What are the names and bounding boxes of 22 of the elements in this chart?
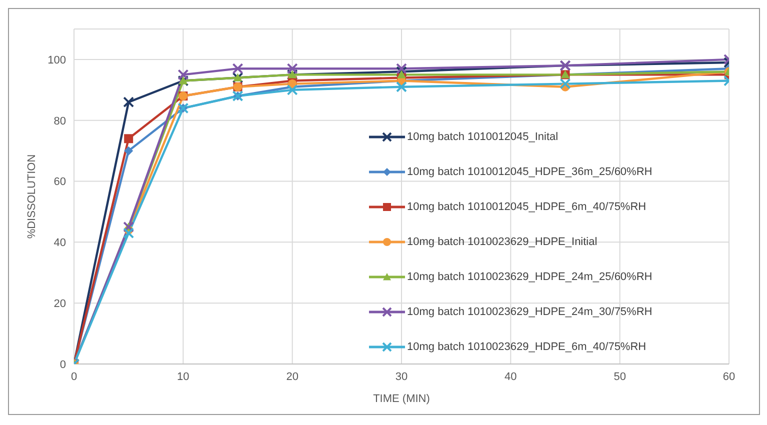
y-tick-label: 80 xyxy=(54,115,66,128)
y-tick-label: 100 xyxy=(48,54,66,66)
y-tick-label: 60 xyxy=(54,176,66,188)
y-tick-label: 20 xyxy=(54,298,66,310)
x-tick-label: 20 xyxy=(286,370,298,383)
x-tick-label: 0 xyxy=(70,370,78,383)
y-tick-label: 0 xyxy=(60,358,66,371)
legend-label: 10mg batch 1010012045_HDPE_36m_25/60%RH xyxy=(407,166,652,178)
x-axis-title: TIME (MIN) xyxy=(373,393,430,405)
legend-label: 10mg batch 1010023629_HDPE_Initial xyxy=(407,236,598,248)
x-tick-label: 50 xyxy=(614,370,626,383)
legend-label: 10mg batch 1010012045_HDPE_6m_40/75%RH xyxy=(407,200,646,212)
x-tick-label: 60 xyxy=(722,370,736,383)
legend-label: 10mg batch 1010023629_HDPE_24m_30/75%RH xyxy=(407,306,652,318)
legend-label: 10mg batch 1010023629_HDPE_6m_40/75%RH xyxy=(407,340,646,352)
legend-label: 10mg batch 1010012045_Inital xyxy=(407,130,558,142)
y-tick-label: 40 xyxy=(54,237,66,250)
x-tick-label: 40 xyxy=(504,370,517,383)
x-tick-label: 10 xyxy=(177,370,190,383)
x-tick-label: 30 xyxy=(395,370,408,383)
legend-label: 10mg batch 1010023629_HDPE_24m_25/60%RH xyxy=(407,270,652,282)
y-axis-title: %DISSOLUTION xyxy=(26,154,38,239)
